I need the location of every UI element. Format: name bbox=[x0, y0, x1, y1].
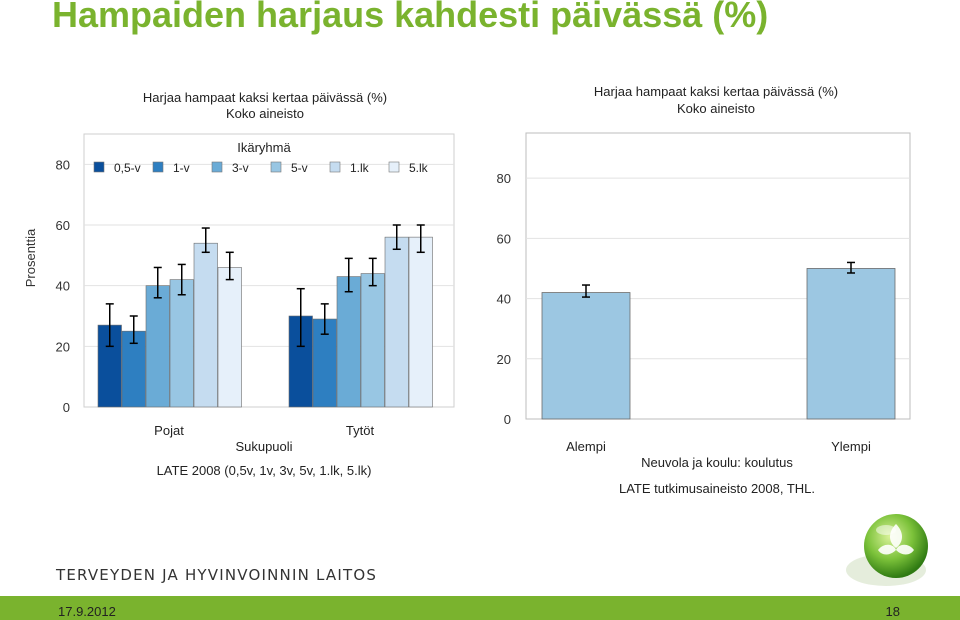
slide-title: Hampaiden harjaus kahdesti päivässä (%) bbox=[52, 0, 769, 35]
chart1-legend-swatch bbox=[93, 161, 105, 173]
chart1-bar bbox=[217, 267, 242, 408]
chart1-subtitle: Koko aineisto bbox=[226, 106, 304, 121]
chart1-ytick-label: 60 bbox=[56, 218, 70, 233]
thl-logo-sphere bbox=[846, 514, 928, 586]
chart1-bar bbox=[169, 279, 194, 408]
chart1-category-label: Tytöt bbox=[346, 423, 375, 438]
chart2-xlabel: Neuvola ja koulu: koulutus bbox=[641, 455, 793, 470]
chart1-bar bbox=[193, 242, 218, 408]
chart1-legend-title: Ikäryhmä bbox=[237, 140, 291, 155]
chart1-ytick-label: 20 bbox=[56, 339, 70, 354]
chart1-legend-swatch bbox=[270, 161, 282, 173]
chart1-legend-swatch bbox=[388, 161, 400, 173]
chart1-bar bbox=[145, 285, 170, 408]
chart1-bar bbox=[336, 276, 361, 408]
chart2-bar bbox=[541, 292, 631, 420]
chart1-bar bbox=[384, 236, 409, 408]
chart1-ytick-label: 80 bbox=[56, 157, 70, 172]
chart2-ytick-label: 40 bbox=[497, 292, 511, 307]
chart1-ytick-label: 0 bbox=[63, 400, 70, 415]
chart-age-groups: Harjaa hampaat kaksi kertaa päivässä (%)… bbox=[23, 90, 455, 478]
chart1-xlabel: Sukupuoli bbox=[235, 439, 292, 454]
chart1-legend-swatch bbox=[152, 161, 164, 173]
chart1-legend-label: 1.lk bbox=[350, 161, 370, 175]
chart1-legend-swatch bbox=[211, 161, 223, 173]
chart1-category-label: Pojat bbox=[154, 423, 184, 438]
footer-bar bbox=[0, 596, 960, 620]
chart1-legend-label: 3-v bbox=[232, 161, 249, 175]
chart2-ytick-label: 60 bbox=[497, 231, 511, 246]
chart2-category-label: Ylempi bbox=[831, 439, 871, 454]
chart1-legend-label: 5-v bbox=[291, 161, 308, 175]
chart2-category-label: Alempi bbox=[566, 439, 606, 454]
chart2-subtitle: Koko aineisto bbox=[677, 101, 755, 116]
chart2-title: Harjaa hampaat kaksi kertaa päivässä (%) bbox=[594, 84, 838, 99]
chart1-legend-label: 5.lk bbox=[409, 161, 429, 175]
chart2-ytick-label: 0 bbox=[504, 412, 511, 427]
chart1-legend-swatch bbox=[329, 161, 341, 173]
chart2-bar bbox=[806, 268, 896, 420]
chart1-ylabel: Prosenttia bbox=[23, 228, 38, 287]
page-number: 18 bbox=[885, 604, 900, 619]
chart2-ytick-label: 20 bbox=[497, 352, 511, 367]
organization-name: TERVEYDEN JA HYVINVOINNIN LAITOS bbox=[56, 566, 378, 584]
chart1-bar bbox=[408, 236, 433, 408]
chart1-legend-label: 1-v bbox=[173, 161, 190, 175]
chart1-bar bbox=[360, 273, 385, 408]
chart1-legend-label: 0,5-v bbox=[114, 161, 141, 175]
chart-education: Harjaa hampaat kaksi kertaa päivässä (%)… bbox=[497, 84, 911, 496]
chart1-ytick-label: 40 bbox=[56, 279, 70, 294]
chart2-ytick-label: 80 bbox=[497, 171, 511, 186]
chart2-source: LATE tutkimusaineisto 2008, THL. bbox=[619, 481, 815, 496]
chart1-title: Harjaa hampaat kaksi kertaa päivässä (%) bbox=[143, 90, 387, 105]
chart1-source: LATE 2008 (0,5v, 1v, 3v, 5v, 1.lk, 5.lk) bbox=[157, 463, 372, 478]
footer-date: 17.9.2012 bbox=[58, 604, 116, 619]
